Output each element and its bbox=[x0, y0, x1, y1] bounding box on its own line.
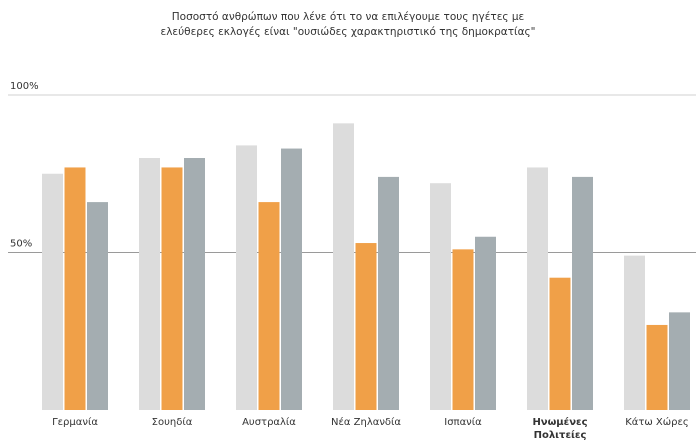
bar-series-2 bbox=[452, 249, 474, 410]
bar-series-2 bbox=[258, 202, 280, 410]
x-category-label: Σουηδία bbox=[152, 416, 193, 428]
x-category-label: Αυστραλία bbox=[242, 416, 296, 428]
x-category-label: Ισπανία bbox=[444, 416, 482, 428]
y-tick-label: 100% bbox=[10, 81, 39, 92]
bar-series-2 bbox=[646, 324, 668, 410]
bar-series-3 bbox=[475, 236, 496, 410]
category-labels: Γερμανία Σουηδία Αυστραλία Νέα Ζηλανδία Ισπα… bbox=[52, 416, 689, 441]
bar-series-1 bbox=[624, 255, 645, 410]
bar-series-1 bbox=[527, 167, 548, 410]
bar-series-3 bbox=[184, 158, 205, 410]
bar-series-3 bbox=[378, 176, 399, 410]
x-category-label: Πολιτείες bbox=[534, 429, 587, 441]
x-category-label: Κάτω Χώρες bbox=[625, 416, 689, 428]
bar-series-2 bbox=[355, 243, 377, 410]
chart-title-line: ελεύθερες εκλογές είναι "ουσιώδες χαρακτ… bbox=[161, 26, 536, 38]
bar-series-3 bbox=[281, 148, 302, 411]
bar-series-1 bbox=[236, 145, 257, 410]
bar-series-2 bbox=[161, 167, 183, 410]
bar-series-2 bbox=[64, 167, 86, 410]
bar-series-1 bbox=[333, 123, 354, 410]
bar-series-3 bbox=[669, 312, 690, 410]
bars bbox=[42, 123, 690, 411]
chart-title: Ποσοστό ανθρώπων που λένε ότι το να επιλ… bbox=[161, 11, 536, 38]
bar-series-3 bbox=[87, 202, 108, 410]
bar-series-1 bbox=[139, 158, 160, 410]
bar-series-3 bbox=[572, 176, 593, 410]
bar-series-1 bbox=[42, 173, 63, 410]
bar-series-1 bbox=[430, 183, 451, 410]
bar-series-2 bbox=[549, 277, 571, 410]
x-category-label: Νέα Ζηλανδία bbox=[331, 416, 401, 428]
x-category-label: Γερμανία bbox=[52, 416, 98, 428]
x-category-label: Ηνωμένες bbox=[532, 416, 587, 428]
y-tick-label: 50% bbox=[10, 239, 32, 250]
chart-title-line: Ποσοστό ανθρώπων που λένε ότι το να επιλ… bbox=[172, 11, 524, 23]
